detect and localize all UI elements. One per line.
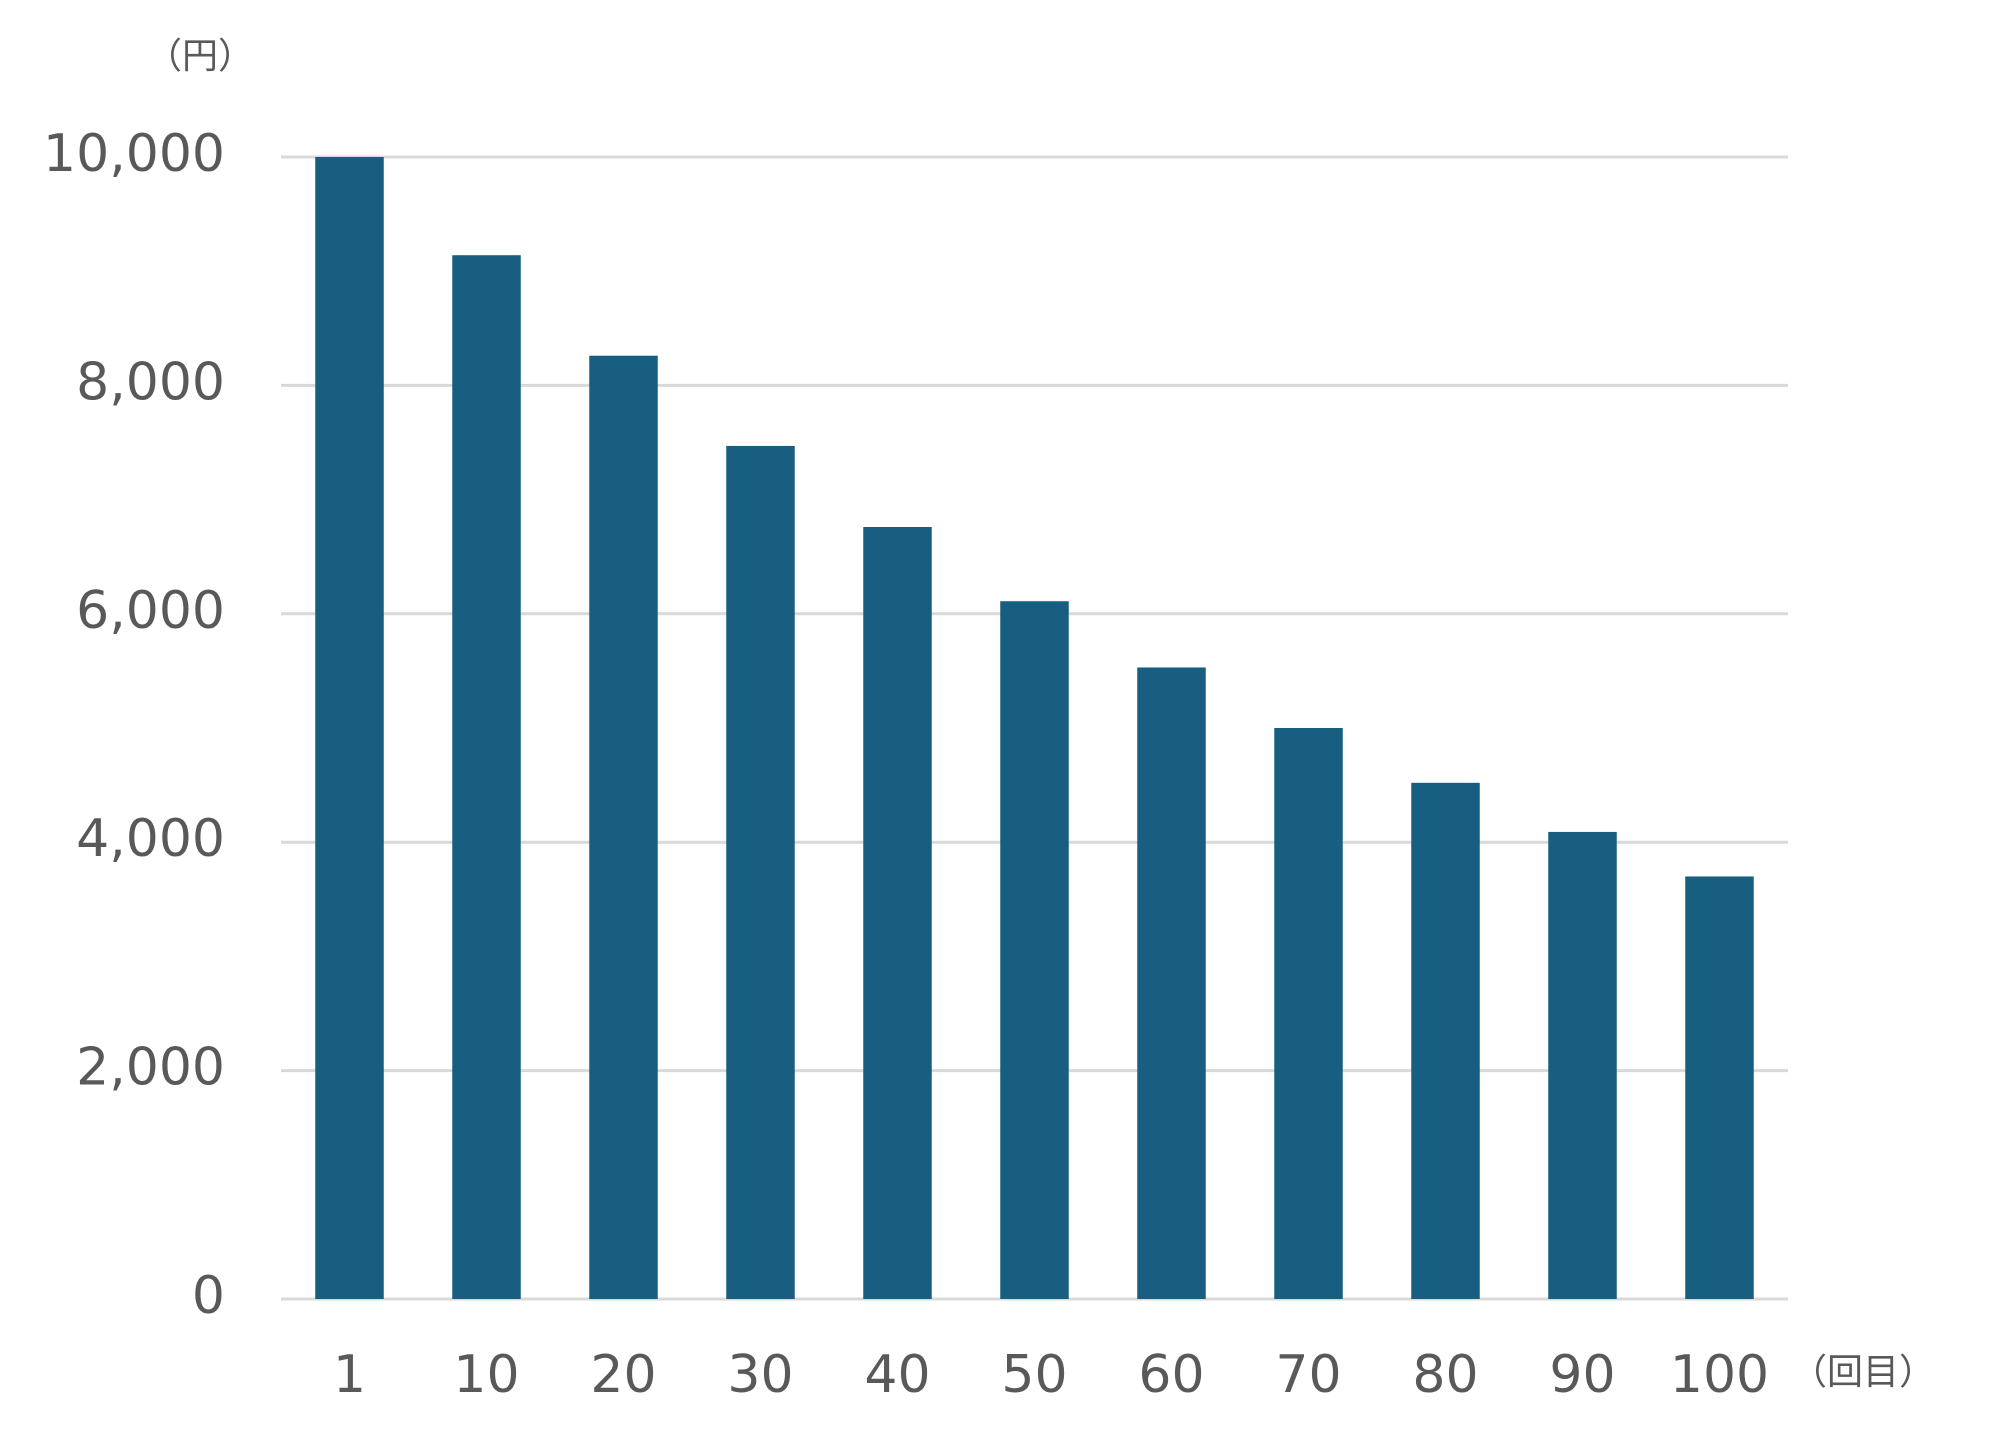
x-tick-label: 40 — [864, 1345, 930, 1405]
x-tick-label: 70 — [1275, 1345, 1341, 1405]
y-tick-label: 4,000 — [76, 809, 225, 869]
y-tick-label: 0 — [192, 1266, 225, 1326]
x-axis-unit: （回目） — [1791, 1352, 1935, 1393]
x-tick-label: 1 — [333, 1345, 366, 1405]
y-tick-label: 6,000 — [76, 581, 225, 641]
x-tick-label: 90 — [1549, 1345, 1615, 1405]
bar — [1685, 876, 1754, 1299]
x-tick-label: 20 — [590, 1345, 656, 1405]
x-tick-label: 30 — [727, 1345, 793, 1405]
y-axis-unit: （円） — [146, 36, 254, 77]
bar — [1548, 831, 1617, 1299]
y-tick-label: 2,000 — [76, 1038, 225, 1098]
bar — [315, 157, 384, 1299]
bar — [863, 527, 932, 1299]
bar — [726, 445, 795, 1299]
bar — [1411, 782, 1480, 1299]
bar — [452, 255, 521, 1299]
x-tick-label: 50 — [1001, 1345, 1067, 1405]
y-tick-label: 8,000 — [76, 352, 225, 412]
x-tick-label: 10 — [453, 1345, 519, 1405]
bar — [1137, 667, 1206, 1299]
bar — [1000, 601, 1069, 1299]
bar — [589, 355, 658, 1299]
x-tick-label: 100 — [1670, 1345, 1769, 1405]
x-tick-label: 60 — [1138, 1345, 1204, 1405]
x-tick-label: 80 — [1412, 1345, 1478, 1405]
y-tick-label: 10,000 — [43, 124, 225, 184]
bar — [1274, 728, 1343, 1299]
